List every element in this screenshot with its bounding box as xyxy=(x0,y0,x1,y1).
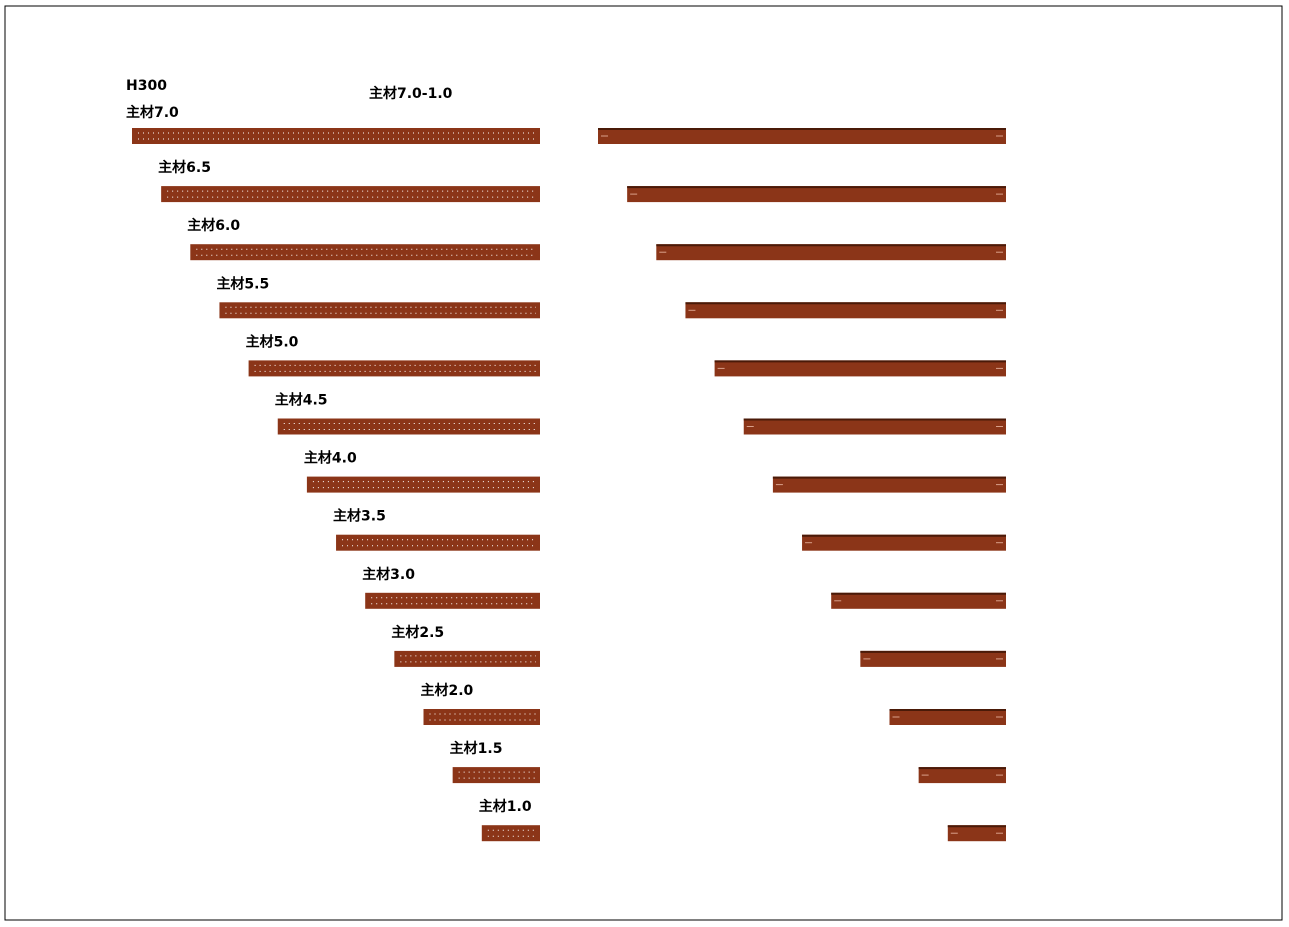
member-plan xyxy=(627,186,1006,203)
member-elevation xyxy=(306,476,540,493)
member-plan xyxy=(656,244,1006,261)
member-elevation xyxy=(481,825,540,842)
member-label: 主材4.5 xyxy=(275,392,328,409)
member-label: 主材1.0 xyxy=(479,798,532,815)
member-elevation xyxy=(161,186,540,203)
member-elevation xyxy=(132,128,540,144)
member-plan xyxy=(714,360,1006,377)
member-elevation xyxy=(452,767,540,784)
member-plan xyxy=(802,534,1006,551)
member-plan xyxy=(598,128,1006,144)
drawing-title: H300 xyxy=(126,78,167,94)
member-elevation xyxy=(394,650,540,667)
member-elevation xyxy=(190,244,541,261)
member-label: 主材2.0 xyxy=(421,682,474,699)
member-label: 主材3.5 xyxy=(333,508,386,525)
member-label: 主材6.0 xyxy=(187,217,240,234)
member-elevation xyxy=(277,418,540,435)
member-label: 主材2.5 xyxy=(391,624,444,641)
member-elevation xyxy=(365,592,540,609)
member-plan xyxy=(860,650,1006,667)
member-plan xyxy=(918,767,1006,784)
member-plan xyxy=(772,476,1006,493)
member-plan xyxy=(947,825,1006,842)
member-elevation xyxy=(219,302,540,319)
member-plan xyxy=(743,418,1006,435)
member-elevation xyxy=(336,534,540,551)
member-label: 主材6.5 xyxy=(158,159,211,176)
member-label: 主材5.5 xyxy=(216,275,269,292)
member-elevation xyxy=(248,360,540,377)
drawing-subtitle: 主材7.0-1.0 xyxy=(369,85,453,102)
member-label: 主材5.0 xyxy=(246,333,299,350)
member-plan xyxy=(685,302,1006,319)
member-label: 主材4.0 xyxy=(304,450,357,467)
member-plan xyxy=(831,592,1006,609)
frame xyxy=(4,5,1283,921)
member-plan xyxy=(889,709,1006,725)
member-label: 主材7.0 xyxy=(126,104,179,121)
member-label: 主材3.0 xyxy=(362,566,415,583)
member-elevation xyxy=(423,709,540,725)
member-label: 主材1.5 xyxy=(450,740,503,757)
